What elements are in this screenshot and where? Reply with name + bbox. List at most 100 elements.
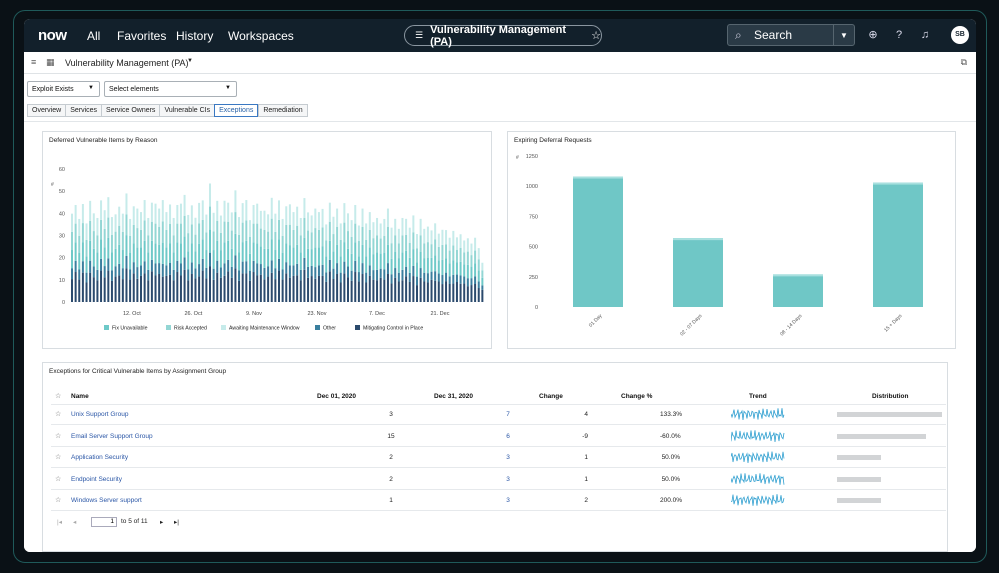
group-name-link[interactable]: Application Security [71, 454, 129, 461]
page-input[interactable]: 1 [91, 517, 117, 527]
tab-exceptions[interactable]: Exceptions [214, 104, 259, 117]
col-dec01[interactable]: Dec 01, 2020 [317, 393, 357, 400]
dec31-value[interactable]: 7 [506, 411, 510, 418]
bar-segment [281, 218, 284, 236]
trend-line [731, 451, 785, 464]
help-icon[interactable]: ? [895, 29, 903, 41]
dec01-value[interactable]: 2 [389, 454, 393, 461]
change-value: -9 [582, 432, 588, 440]
change-pct-value: 50.0% [661, 454, 680, 461]
bar-segment [448, 276, 451, 284]
bar-segment [292, 229, 295, 248]
first-page-icon[interactable]: |◂ [57, 519, 62, 526]
avatar[interactable]: SB [951, 26, 969, 44]
tab-service-owners[interactable]: Service Owners [101, 104, 160, 117]
servicenow-logo[interactable]: now [38, 27, 67, 44]
bar-segment [183, 269, 186, 302]
star-icon[interactable]: ☆ [55, 432, 62, 440]
bar-segment [209, 266, 211, 302]
dec01-value[interactable]: 2 [389, 475, 393, 483]
bar-segment [267, 276, 270, 302]
bar-segment [376, 252, 379, 270]
nav-history[interactable]: History [176, 29, 214, 43]
chevron-down-icon[interactable]: ▼ [833, 25, 854, 45]
tab-vulnerable-cis[interactable]: Vulnerable CIs [159, 104, 215, 117]
global-search[interactable]: ⌕ Search ▼ [727, 24, 855, 46]
tab-remediation[interactable]: Remediation [258, 104, 308, 117]
next-page-icon[interactable]: ▸ [160, 519, 164, 526]
open-external-icon[interactable]: ⧉ [960, 57, 967, 67]
bar-segment [285, 243, 288, 263]
legend-swatch [104, 325, 109, 330]
col-dec31[interactable]: Dec 31, 2020 [434, 393, 474, 400]
nav-all[interactable]: All [87, 29, 101, 43]
group-name-link[interactable]: Unix Support Group [71, 411, 129, 418]
bar-segment [234, 268, 237, 302]
tab-services[interactable]: Services [65, 104, 102, 117]
y-tick-label: 10 [59, 278, 65, 284]
last-page-icon[interactable]: ▸| [174, 519, 179, 526]
nav-workspaces[interactable]: Workspaces [228, 29, 294, 43]
bar-segment [143, 220, 146, 241]
bar-segment [434, 280, 437, 302]
hamburger-icon[interactable]: ≡ [31, 57, 37, 67]
bar-segment [470, 255, 473, 267]
bell-icon[interactable]: ♫ [920, 29, 930, 41]
bar-segment [238, 270, 241, 281]
star-icon[interactable]: ☆ [591, 30, 601, 42]
dec01-value[interactable]: 1 [389, 497, 393, 504]
bar-segment [361, 263, 364, 275]
bar-segment [216, 220, 219, 241]
star-icon[interactable]: ☆ [55, 475, 62, 483]
bar-segment [245, 273, 248, 302]
star-icon[interactable]: ☆ [55, 411, 62, 418]
distribution-bar [837, 433, 927, 439]
star-icon[interactable]: ☆ [55, 497, 62, 504]
group-name-link[interactable]: Email Server Support Group [71, 432, 153, 440]
dashboard-title[interactable]: Vulnerability Management (PA) [65, 58, 189, 68]
bar-segment [172, 235, 175, 253]
star-icon[interactable]: ☆ [55, 454, 62, 461]
dec31-value[interactable]: 3 [506, 454, 510, 461]
bar-segment [372, 279, 375, 302]
dec31-value[interactable]: 3 [506, 497, 510, 504]
legend-swatch [315, 325, 320, 330]
dec01-value[interactable]: 3 [389, 411, 393, 418]
group-name-link[interactable]: Endpoint Security [71, 475, 122, 483]
bar-segment [455, 282, 458, 302]
bar-segment [85, 272, 88, 283]
app-title-pill[interactable]: ☰ Vulnerability Management (PA) ☆ [404, 24, 602, 48]
bar-segment [241, 261, 244, 274]
dec01-value[interactable]: 15 [387, 432, 395, 440]
col-change-pct[interactable]: Change % [621, 393, 653, 400]
bar-segment [92, 231, 95, 249]
tab-overview[interactable]: Overview [27, 104, 66, 117]
globe-icon[interactable]: ⊕ [868, 29, 878, 41]
dec31-value[interactable]: 6 [506, 432, 510, 440]
nav-favorites[interactable]: Favorites [117, 29, 167, 43]
bar-segment [125, 255, 128, 269]
bar-segment [270, 218, 273, 240]
bar-segment [103, 277, 106, 302]
grid-icon[interactable]: ▦ [46, 57, 55, 67]
bar-segment [256, 263, 259, 276]
bar-segment [285, 224, 288, 244]
star-icon[interactable]: ☆ [55, 393, 62, 400]
prev-page-icon[interactable]: ◂ [73, 519, 77, 526]
col-name[interactable]: Name [71, 393, 89, 400]
dec31-value[interactable]: 3 [506, 475, 510, 483]
bar-segment [379, 253, 382, 269]
bar-segment [419, 277, 422, 302]
bar-segment [397, 258, 400, 273]
caret-down-icon[interactable]: ▼ [187, 58, 193, 64]
bar-segment [383, 252, 386, 270]
exploit-filter-select[interactable]: Exploit Exists ▼ [27, 81, 100, 97]
bar-segment [470, 285, 473, 302]
bar-segment [285, 206, 288, 225]
y-tick-label: 50 [59, 189, 65, 195]
col-change[interactable]: Change [539, 393, 563, 400]
bar-segment [299, 217, 302, 236]
bar-cap [673, 238, 723, 241]
elements-filter-select[interactable]: Select elements ▼ [104, 81, 237, 97]
group-name-link[interactable]: Windows Server support [71, 497, 142, 504]
